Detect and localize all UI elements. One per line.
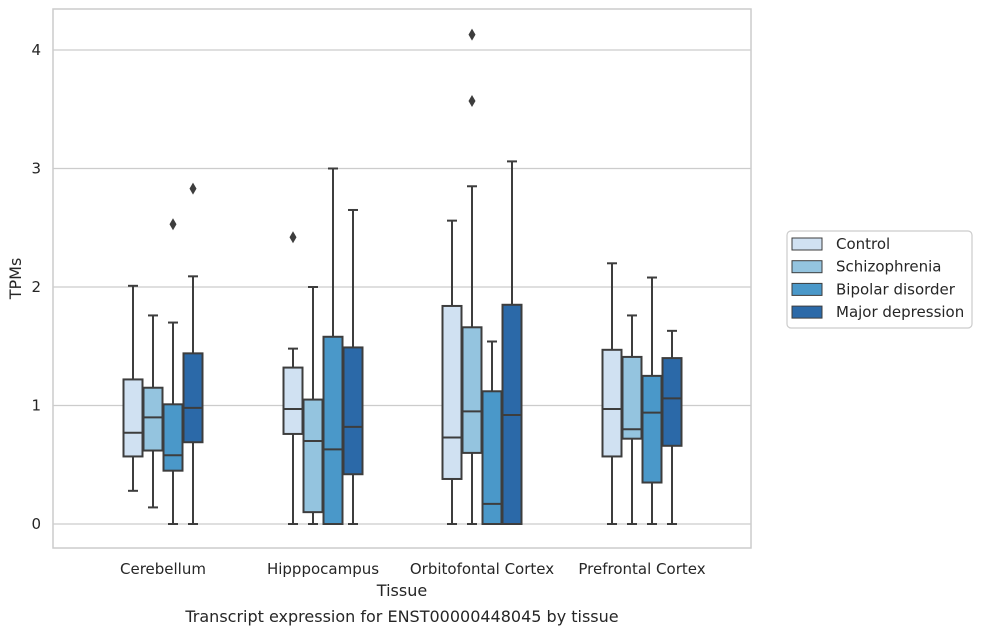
legend-label: Schizophrenia [836, 258, 941, 276]
legend-swatch [791, 237, 823, 251]
box-orbitofontal-cortex [441, 219, 463, 525]
legend-frame [786, 230, 973, 329]
legend-item: Major depression [791, 303, 964, 321]
box-cerebellum [182, 182, 204, 525]
iqr-box [142, 386, 164, 452]
box-hipppocampus [302, 286, 324, 525]
box-orbitofontal-cortex [461, 28, 483, 525]
series-schizophrenia [142, 28, 643, 525]
x-tick-label: Prefrontal Cortex [578, 560, 705, 578]
iqr-box [641, 374, 663, 484]
box-prefrontal-cortex [661, 329, 683, 525]
x-tick-label: Orbitofontal Cortex [410, 560, 554, 578]
y-axis-ticks: 0 1 2 3 4 [31, 41, 41, 533]
x-axis-title: Tissue [376, 581, 427, 600]
iqr-box [302, 398, 324, 514]
iqr-box [342, 346, 364, 476]
chart-caption: Transcript expression for ENST0000044804… [184, 607, 618, 626]
outlier-point [189, 182, 197, 195]
box-plot-series [122, 28, 683, 525]
y-tick-label: 2 [31, 278, 41, 296]
box-cerebellum [162, 218, 184, 525]
box-hipppocampus [322, 167, 344, 525]
box-prefrontal-cortex [641, 276, 663, 525]
iqr-box [282, 366, 304, 435]
box-hipppocampus [282, 231, 304, 525]
legend: Control Schizophrenia Bipolar disorder Majo… [786, 230, 973, 329]
legend-item: Bipolar disorder [791, 280, 956, 298]
iqr-box [322, 335, 344, 525]
iqr-box [461, 326, 483, 454]
series-bipolar-disorder [162, 167, 663, 525]
legend-swatch [791, 282, 823, 296]
box-cerebellum [142, 314, 164, 509]
legend-item: Control [791, 235, 890, 253]
legend-label: Bipolar disorder [836, 280, 956, 298]
legend-label: Control [836, 235, 890, 253]
y-tick-label: 1 [31, 397, 41, 415]
box-orbitofontal-cortex [481, 340, 503, 525]
iqr-box [182, 352, 204, 444]
iqr-box [661, 357, 683, 447]
legend-swatch [791, 260, 823, 274]
iqr-box [621, 355, 643, 440]
x-axis-ticks: Cerebellum Hipppocampus Orbitofontal Corte… [120, 560, 706, 578]
box-prefrontal-cortex [601, 262, 623, 525]
outlier-point [468, 94, 476, 107]
box-cerebellum [122, 284, 144, 492]
box-prefrontal-cortex [621, 314, 643, 525]
iqr-box [162, 403, 184, 472]
outlier-point [289, 231, 297, 244]
iqr-box [441, 304, 463, 480]
box-orbitofontal-cortex [501, 160, 523, 525]
box-hipppocampus [342, 208, 364, 525]
outlier-point [169, 218, 177, 231]
iqr-box [122, 378, 144, 458]
y-tick-label: 4 [31, 41, 41, 59]
series-major-depression [182, 160, 683, 525]
legend-item: Schizophrenia [791, 258, 941, 276]
outlier-point [468, 28, 476, 41]
x-tick-label: Hipppocampus [267, 560, 379, 578]
y-tick-label: 0 [31, 515, 41, 533]
y-tick-label: 3 [31, 160, 41, 178]
plot-area-frame [52, 8, 752, 549]
y-axis-title: TPMs [6, 258, 25, 301]
x-tick-label: Cerebellum [120, 560, 206, 578]
legend-swatch [791, 305, 823, 319]
legend-label: Major depression [836, 303, 964, 321]
iqr-box [601, 348, 623, 458]
